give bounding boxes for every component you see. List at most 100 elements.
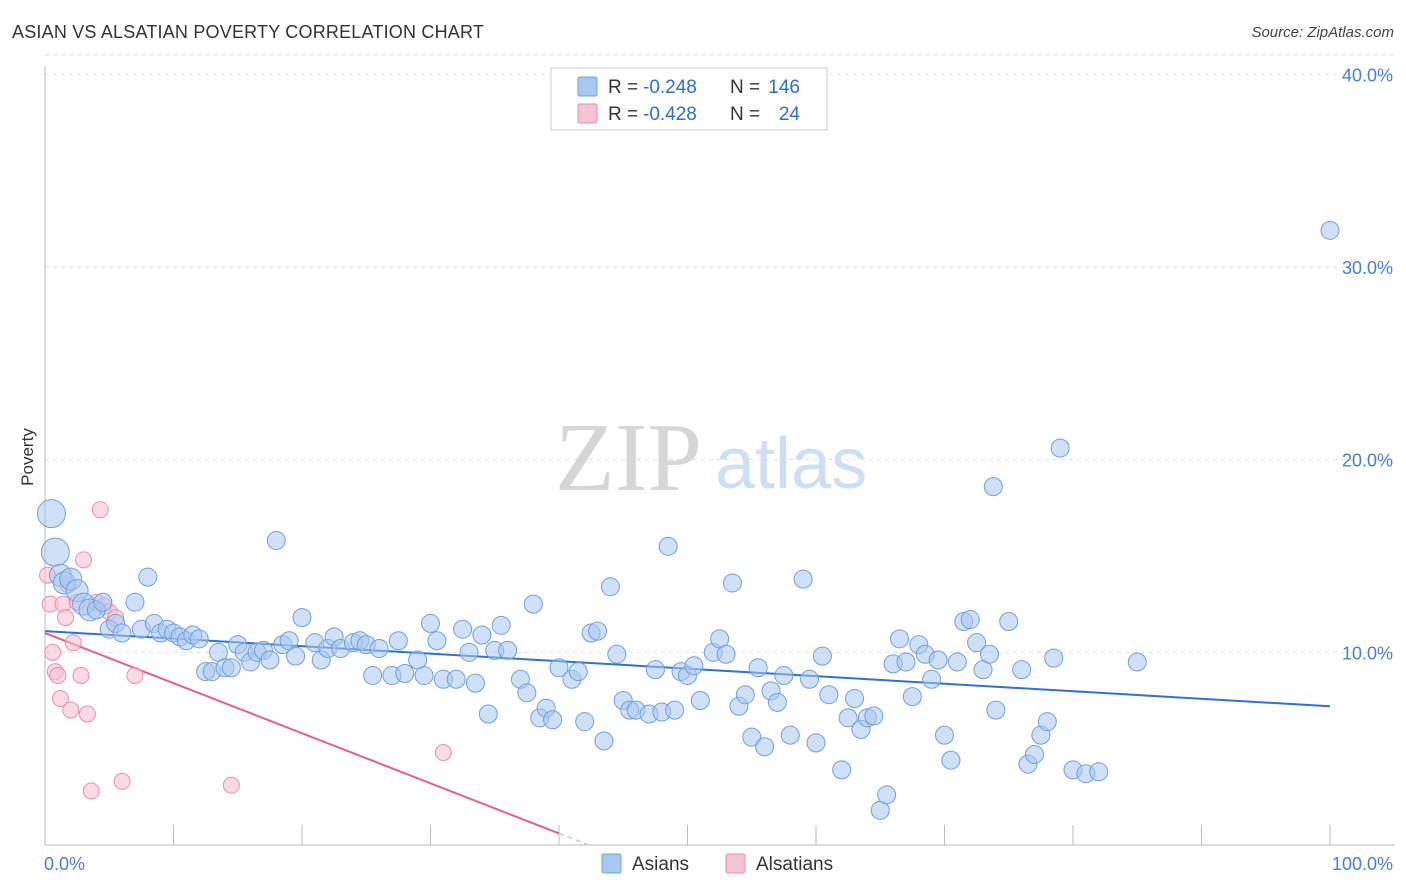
asians-point (800, 669, 820, 689)
legend-n-value-alsatians: 24 (779, 104, 801, 125)
asians-point (414, 665, 434, 685)
asians-point (864, 706, 884, 726)
asians-point (748, 658, 768, 678)
asians-point (369, 638, 389, 658)
x-tick-label-max: 100.0% (1332, 854, 1393, 874)
alsatians-trend-line (44, 632, 560, 835)
asians-point (363, 665, 383, 685)
asians-point (1012, 660, 1032, 680)
legend-n-label-alsatians: N = (730, 104, 760, 125)
asians-point (1044, 648, 1064, 668)
asians-point (722, 573, 742, 593)
asians-point (819, 685, 839, 705)
alsatians-point (113, 772, 131, 790)
legend-n-value-asians: 146 (768, 77, 800, 98)
alsatians-point (62, 701, 80, 719)
legend-r-value-asians: -0.248 (643, 77, 697, 98)
asians-point (1050, 438, 1070, 458)
legend-bottom: Asians Alsatians (601, 853, 833, 875)
alsatians-point (434, 744, 452, 762)
asians-point (1024, 744, 1044, 764)
legend-swatch-alsatians (577, 103, 598, 124)
y-tick-label-0: 10.0% (1342, 643, 1393, 663)
asians-point (774, 665, 794, 685)
asians-point (446, 669, 466, 689)
asians-point (549, 658, 569, 678)
alsatians-point (72, 666, 90, 684)
asians-point (421, 613, 440, 633)
asians-point (986, 700, 1006, 720)
asians-point (742, 727, 762, 747)
legend-r-value-alsatians: -0.428 (643, 104, 697, 125)
asians-point (845, 689, 865, 709)
chart-title: ASIAN VS ALSATIAN POVERTY CORRELATION CH… (12, 22, 485, 42)
watermark-zip: ZIP (555, 404, 702, 512)
asians-point (286, 646, 306, 666)
alsatians-point (126, 666, 144, 684)
asians-point (459, 642, 479, 662)
alsatians-point (44, 643, 62, 661)
asians-point (960, 610, 980, 630)
asians-point (665, 700, 685, 720)
asians-point (125, 592, 145, 612)
asians-point (947, 652, 967, 672)
asians-point (793, 569, 813, 589)
asians-point (221, 658, 241, 678)
asians-point (395, 664, 415, 684)
asians-point (607, 644, 627, 664)
alsatians-point (64, 634, 82, 652)
asians-point (896, 652, 916, 672)
asians-point (138, 567, 158, 587)
asians-point (832, 760, 852, 780)
asians-point (1320, 220, 1340, 240)
axes (44, 66, 1395, 846)
alsatians-point (91, 501, 109, 519)
asians-point (36, 499, 66, 529)
alsatians-point (78, 705, 96, 723)
legend-bottom-swatch-alsatians (725, 853, 746, 874)
asians-point (890, 629, 910, 649)
legend-bottom-swatch-asians (601, 853, 622, 874)
asians-point (684, 656, 704, 676)
asians-point (755, 737, 775, 757)
x-tick-label-min: 0.0% (44, 854, 85, 874)
watermark-atlas: atlas (715, 424, 867, 504)
legend-n-label-asians: N = (730, 77, 760, 98)
asians-point (928, 650, 948, 670)
asians-point (983, 477, 1003, 497)
asians-point (812, 646, 832, 666)
asians-point (767, 692, 787, 712)
x-tick-labels: 0.0% 100.0% (44, 854, 1393, 874)
asians-point (716, 644, 736, 664)
asians-point (922, 669, 942, 689)
asians-point (1089, 762, 1109, 782)
y-tick-labels: 10.0% 20.0% 30.0% 40.0% (1342, 65, 1393, 663)
alsatians-point (222, 776, 240, 794)
asians-point (935, 725, 954, 745)
asians-point (967, 633, 987, 653)
legend-swatch-asians (577, 76, 598, 97)
asians-point (979, 644, 999, 664)
alsatians-trend-extension (558, 832, 592, 847)
asians-point (93, 592, 113, 612)
asians-point (478, 704, 498, 724)
asians-point (735, 685, 755, 705)
asians-point (266, 531, 286, 551)
asians-point (658, 536, 678, 556)
y-tick-label-1: 20.0% (1342, 451, 1393, 471)
asians-point (806, 733, 826, 753)
y-tick-label-2: 30.0% (1342, 258, 1393, 278)
asians-point (517, 683, 537, 703)
legend-r-label-alsatians: R = (608, 104, 638, 125)
asians-points (36, 220, 1340, 820)
asians-point (491, 615, 511, 635)
y-axis-title: Poverty (18, 428, 37, 486)
asians-point (112, 623, 132, 643)
alsatians-point (49, 666, 67, 684)
asians-point (1127, 652, 1147, 672)
asians-point (292, 608, 312, 628)
asians-point (588, 621, 608, 641)
asians-point (388, 631, 408, 651)
watermark: ZIP atlas (555, 404, 867, 512)
